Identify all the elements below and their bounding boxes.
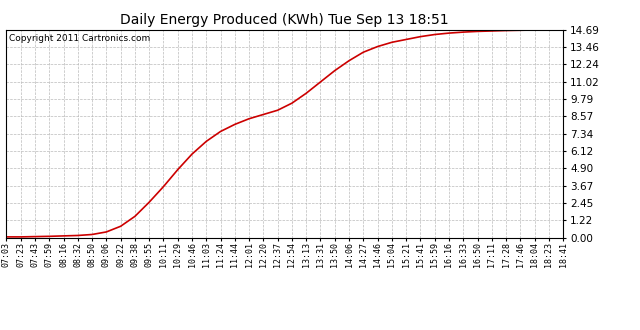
Text: Copyright 2011 Cartronics.com: Copyright 2011 Cartronics.com xyxy=(9,34,150,43)
Title: Daily Energy Produced (KWh) Tue Sep 13 18:51: Daily Energy Produced (KWh) Tue Sep 13 1… xyxy=(120,13,449,27)
